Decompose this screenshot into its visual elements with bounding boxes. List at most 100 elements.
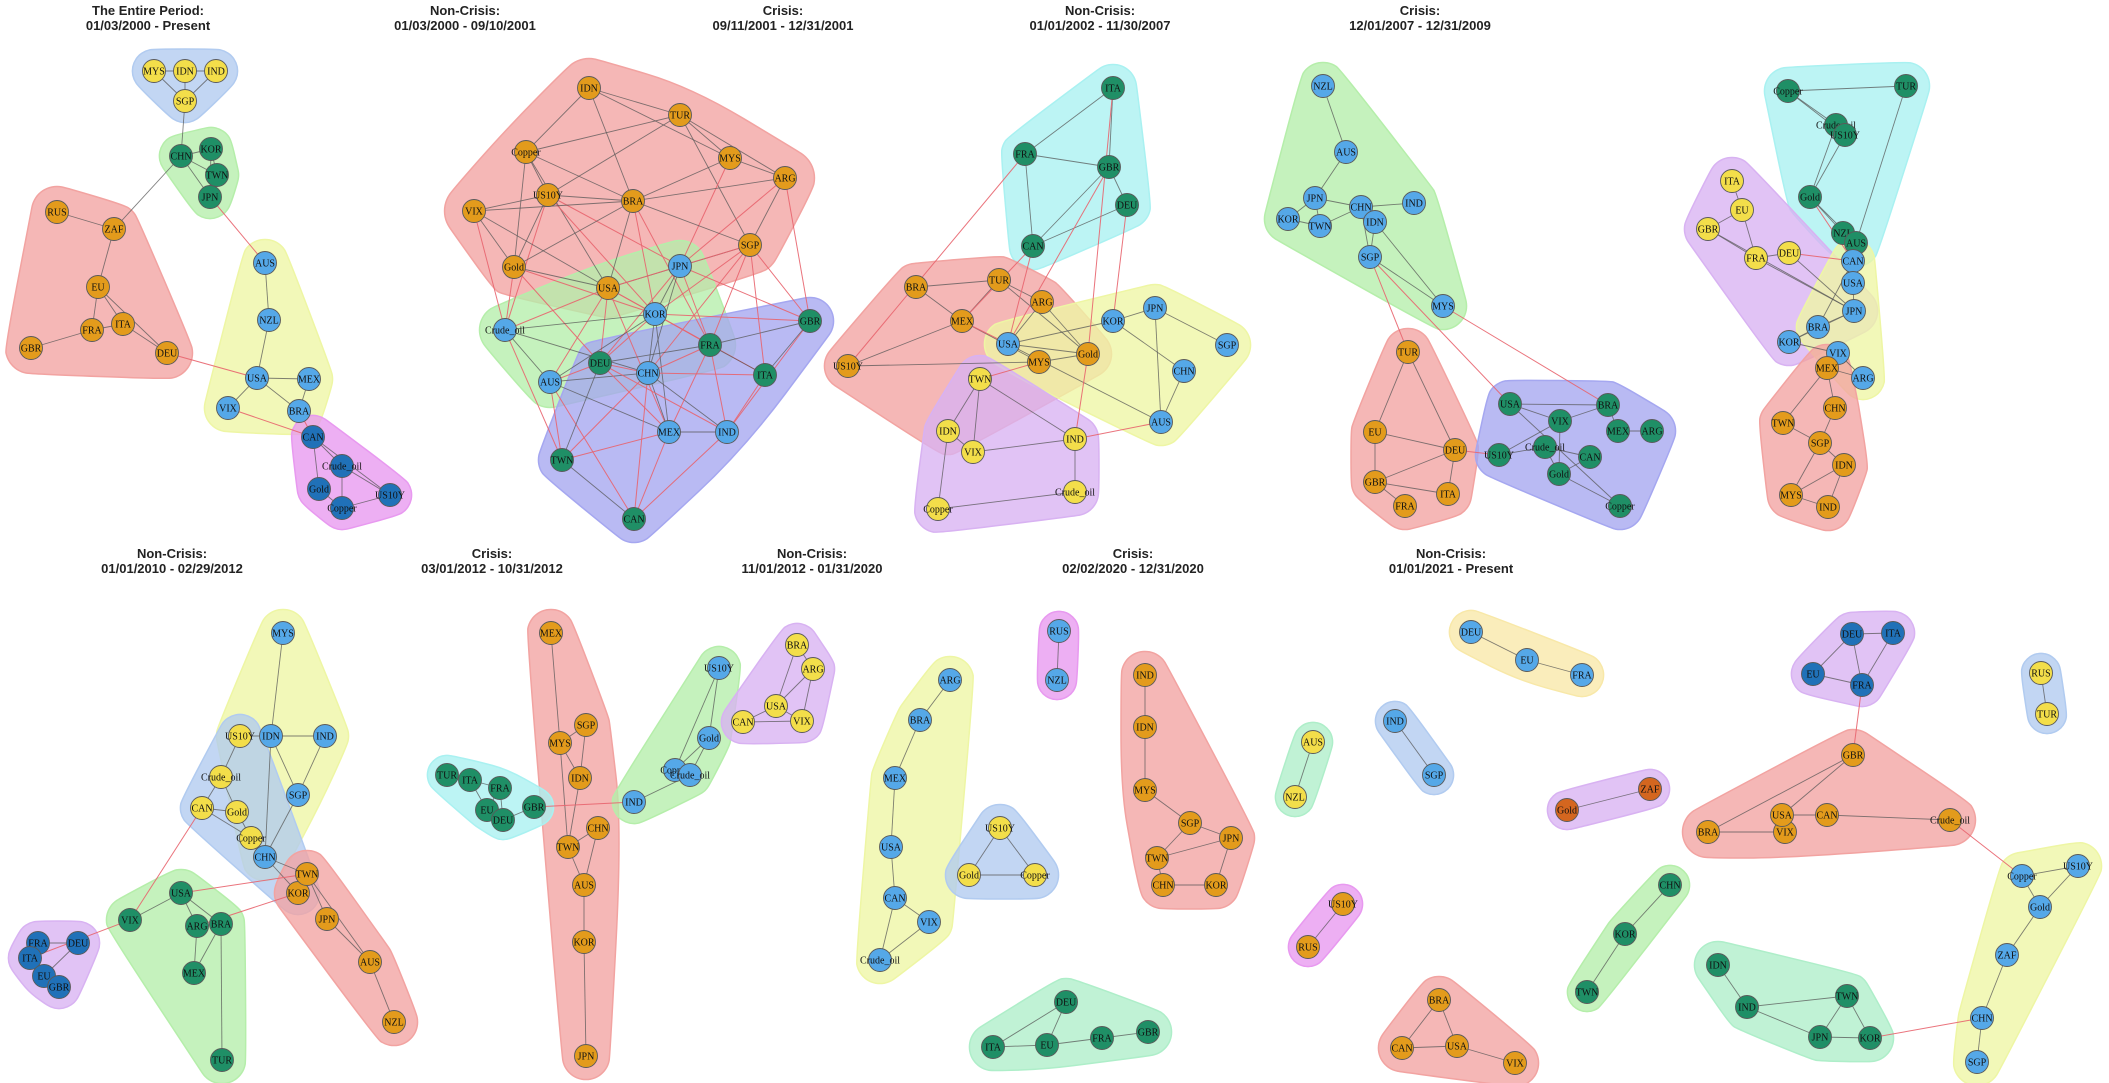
inter-community-edge [599,362,670,433]
node-circle [185,914,209,938]
node-circle [205,163,229,187]
node-circle [1555,798,1579,822]
node-circle [1136,1020,1160,1044]
node-circle [785,633,809,657]
node-ind: IND [1383,709,1407,733]
node-circle [1842,299,1866,323]
intra-community-edge [1374,449,1456,483]
node-circle [204,59,228,83]
network-panel-3: Crisis:09/11/2001 - 12/31/2001 ITA FRA GBR D… [713,3,1252,533]
node-idn: IDN [1133,715,1157,739]
node-vix: VIX [790,709,814,733]
node-mex: MEX [1815,356,1839,380]
node-circle [718,146,742,170]
node-deu: DEU [491,808,515,832]
inter-community-edge [633,431,728,520]
node-jpn: JPN [1303,186,1327,210]
panel-title: Non-Crisis: [137,546,207,561]
node-ita: ITA [111,312,135,336]
inter-community-edge [1949,819,2023,877]
node-circle [1815,803,1839,827]
node-aus: AUS [1334,140,1358,164]
node-aus: AUS [538,370,562,394]
node-mys: MYS [1027,350,1051,374]
inter-community-edge [504,329,563,461]
node-gold: Gold [1555,798,1579,822]
intra-community-edge [998,279,1089,355]
node-circle [1045,668,1069,692]
node-ind: IND [313,724,337,748]
node-circle [253,845,277,869]
intra-community-edge [1369,256,1444,307]
node-circle [1720,169,1744,193]
node-circle [1995,943,2019,967]
intra-community-edge [547,194,634,202]
intra-community-edge [749,177,786,246]
node-can: CAN [1841,249,1865,273]
community-hulls [1274,609,1691,1083]
node-vix: VIX [1548,409,1572,433]
node-bra: BRA [621,189,645,213]
intra-community-edge [513,266,609,289]
node-circle [1515,648,1539,672]
node-idn: IDN [259,724,283,748]
intra-community-edge [992,1001,1067,1048]
panel-date-range: 12/01/2007 - 12/31/2009 [1349,18,1491,33]
node-circle [1030,290,1054,314]
node-circle [259,724,283,748]
node-ita: ITA [981,1035,1005,1059]
node-rus: RUS [1047,619,1071,643]
node-gbr: GBR [47,975,71,999]
intra-community-edge [647,372,728,433]
node-idn: IDN [568,766,592,790]
community-hulls [5,48,413,531]
intra-community-edge [561,362,601,461]
node-circle [491,808,515,832]
node-ind: IND [1402,191,1426,215]
node-circle [1533,435,1557,459]
network-panel-5: Crisis:12/01/2007 - 12/31/2009TURCopperC… [1349,3,1931,532]
node-usa: USA [879,835,903,859]
node-mys: MYS [1779,483,1803,507]
node-kor: KOR [1276,207,1300,231]
network-panel-1: The Entire Period:01/03/2000 - Present MY… [5,3,413,531]
node-circle [950,309,974,333]
intra-community-edge [1154,307,1228,346]
node-chn: CHN [1970,1006,1994,1030]
inter-community-edge [599,362,728,433]
node-sgp: SGP [1178,811,1202,835]
inter-community-edge [1112,204,1128,322]
intra-community-edge [1788,252,1855,312]
intra-community-edge [549,313,656,383]
node-circle [1358,245,1382,269]
node-jpn: JPN [315,907,339,931]
node-tur: TUR [435,763,459,787]
inter-community-edge [513,266,656,315]
node-circle [287,399,311,423]
node-circle [209,912,233,936]
node-circle [1402,191,1426,215]
community-hull-7 [1377,975,1540,1083]
intra-community-edge [937,491,1076,510]
intra-community-edge [559,742,569,848]
node-fra: FRA [1090,1026,1114,1050]
node-ind: IND [715,420,739,444]
node-idn: IDN [1363,210,1387,234]
intra-community-edge [1826,814,1951,821]
node-twn: TWN [550,448,574,472]
intra-community-edge [473,194,549,212]
intra-community-edge [1817,260,1854,328]
node-circle [917,910,941,934]
node-circle [1204,873,1228,897]
inter-community-edge [473,210,506,331]
node-circle [596,276,620,300]
node-circle [1965,1050,1989,1074]
node-gold: Gold [1547,462,1571,486]
node-circle [556,835,580,859]
node-deu: DEU [588,351,612,375]
node-circle [753,363,777,387]
node-deu: DEU [1054,990,1078,1014]
node-chn: CHN [636,361,660,385]
node-circle [1363,210,1387,234]
node-gold: Gold [1076,342,1100,366]
